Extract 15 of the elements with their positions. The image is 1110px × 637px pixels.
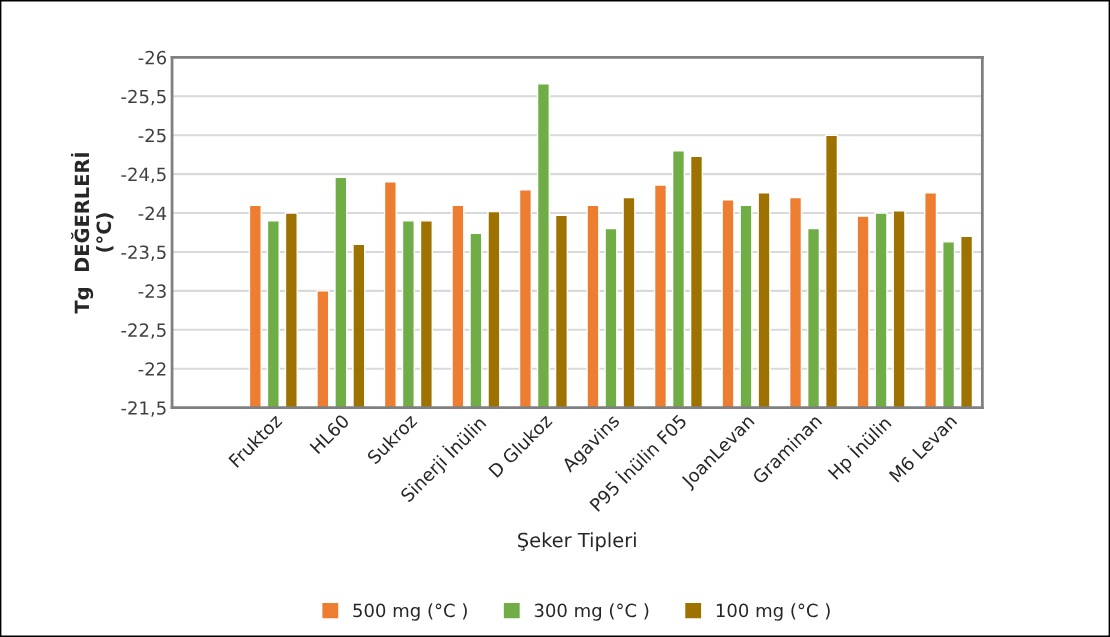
y-axis-title: Tg DEĞERLERİ (°C) bbox=[70, 153, 114, 314]
y-tick-label: -26 bbox=[138, 50, 167, 65]
y-tick-label: -25 bbox=[138, 128, 166, 143]
y-tick-label: -22 bbox=[138, 362, 166, 376]
y-tick-label: -22,5 bbox=[121, 323, 166, 339]
y-tick-label: -25,5 bbox=[121, 89, 166, 106]
y-tick-label: -21,5 bbox=[121, 401, 166, 417]
legend-label: 500 mg (°C ) bbox=[353, 603, 467, 621]
y-tick-label: -23 bbox=[138, 284, 166, 299]
legend-label: 100 mg (°C ) bbox=[716, 603, 830, 621]
y-tick-label: -24,5 bbox=[121, 167, 166, 184]
y-tick-label: -24 bbox=[138, 206, 167, 220]
legend-label: 300 mg (°C ) bbox=[534, 603, 649, 621]
x-axis-title: Şeker Tipleri bbox=[518, 532, 636, 552]
y-tick-label: -23,5 bbox=[121, 245, 166, 261]
